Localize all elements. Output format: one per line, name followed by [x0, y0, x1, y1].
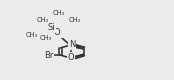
Text: N: N [69, 40, 75, 49]
Text: CH₃: CH₃ [69, 16, 81, 22]
Text: CH₃: CH₃ [40, 35, 52, 41]
Text: CH₃: CH₃ [26, 32, 38, 38]
Text: Si: Si [48, 23, 55, 32]
Text: O: O [68, 53, 74, 62]
Text: Br: Br [44, 51, 54, 60]
Text: O: O [54, 28, 61, 37]
Text: CH₃: CH₃ [37, 16, 49, 22]
Text: CH₃: CH₃ [53, 10, 65, 16]
